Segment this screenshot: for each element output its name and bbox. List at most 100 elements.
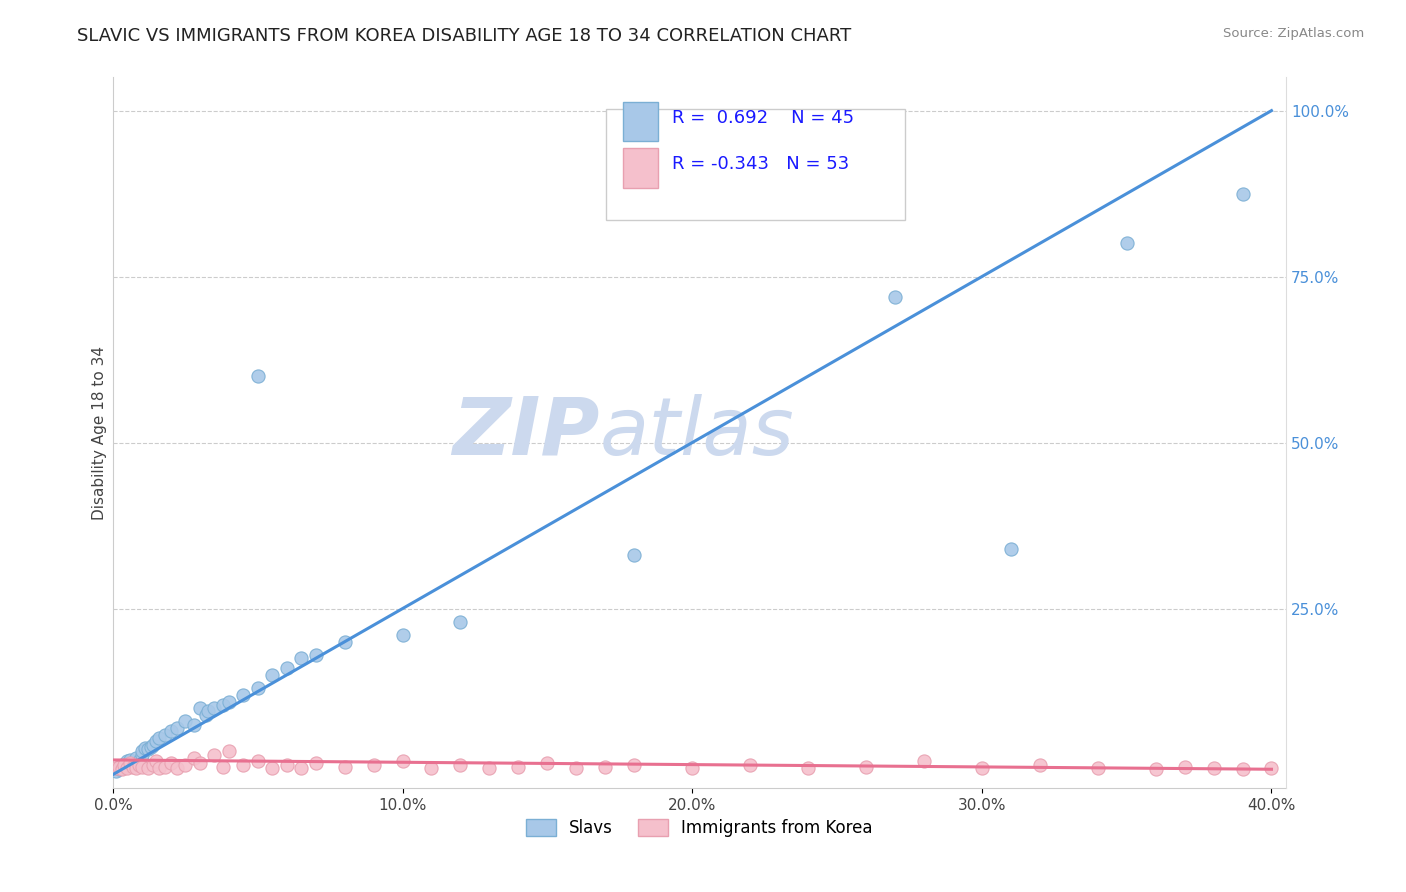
Point [148,761,170,775]
Bar [623,103,658,141]
Point [1144,762,1167,776]
Point [134,741,156,756]
Point [117,756,139,770]
Point [120,753,142,767]
Point [218,694,240,708]
Point [153,759,176,773]
Point [104,764,127,779]
Point [623,757,645,772]
Point [145,734,167,748]
Point [449,615,471,629]
Text: atlas: atlas [600,393,794,472]
Point [183,718,205,732]
Point [912,754,935,768]
Point [1000,541,1022,556]
Point [131,747,153,762]
Point [232,688,254,702]
Text: SLAVIC VS IMMIGRANTS FROM KOREA DISABILITY AGE 18 TO 34 CORRELATION CHART: SLAVIC VS IMMIGRANTS FROM KOREA DISABILI… [77,27,852,45]
Point [391,754,413,768]
Point [128,754,150,768]
Point [246,369,269,384]
Point [120,756,142,770]
Point [104,761,127,775]
Legend: Slavs, Immigrants from Korea: Slavs, Immigrants from Korea [519,812,880,844]
Point [114,759,136,773]
Point [136,742,159,756]
Point [194,707,217,722]
Point [107,759,129,773]
Point [218,744,240,758]
Point [122,759,145,773]
Point [166,721,188,735]
Point [128,757,150,772]
Point [1115,236,1137,251]
Point [131,744,153,758]
Point [855,759,877,773]
Point [212,698,235,712]
Point [174,757,197,772]
Point [478,761,501,775]
Point [508,759,530,773]
Point [166,761,188,775]
Y-axis label: Disability Age 18 to 34: Disability Age 18 to 34 [93,345,107,520]
Point [681,761,703,775]
Point [110,761,132,775]
Text: ZIP: ZIP [453,393,600,472]
Point [142,738,165,752]
Text: R =  0.692    N = 45: R = 0.692 N = 45 [672,109,855,127]
Point [276,661,298,675]
Point [304,648,326,662]
Bar [623,148,658,187]
Point [333,634,356,648]
Point [1202,761,1225,775]
Point [148,731,170,745]
Point [212,759,235,773]
Point [188,701,211,715]
Text: Source: ZipAtlas.com: Source: ZipAtlas.com [1223,27,1364,40]
Point [246,754,269,768]
Point [159,724,181,739]
Point [117,754,139,768]
Point [449,757,471,772]
Point [139,739,162,754]
Point [304,756,326,770]
Point [740,757,762,772]
Point [246,681,269,696]
Point [884,289,907,303]
Point [290,761,312,775]
Point [114,757,136,772]
Point [107,762,129,776]
Point [1174,759,1197,773]
Point [391,628,413,642]
Point [595,759,617,773]
Point [183,751,205,765]
Point [1260,761,1282,775]
Point [125,761,148,775]
Point [1232,186,1254,201]
Text: R = -0.343   N = 53: R = -0.343 N = 53 [672,155,849,173]
Point [276,757,298,772]
Point [131,759,153,773]
Point [125,751,148,765]
Point [797,761,820,775]
FancyBboxPatch shape [606,110,904,219]
Point [153,728,176,742]
Point [363,757,385,772]
Point [970,761,993,775]
Point [110,757,132,772]
Point [188,756,211,770]
Point [1029,757,1052,772]
Point [420,761,443,775]
Point [232,757,254,772]
Point [122,757,145,772]
Point [262,761,284,775]
Point [159,756,181,770]
Point [110,762,132,776]
Point [136,761,159,775]
Point [333,759,356,773]
Point [623,549,645,563]
Point [174,714,197,729]
Point [197,705,219,719]
Point [536,756,558,770]
Point [202,701,225,715]
